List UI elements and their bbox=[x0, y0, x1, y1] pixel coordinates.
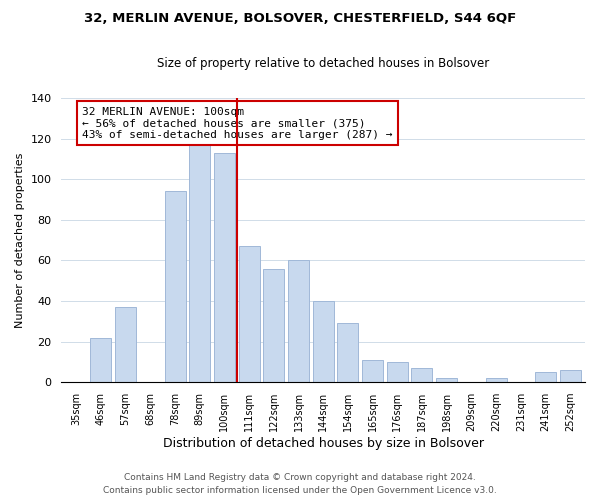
Bar bbox=[436, 378, 457, 382]
Text: Contains HM Land Registry data © Crown copyright and database right 2024.
Contai: Contains HM Land Registry data © Crown c… bbox=[103, 473, 497, 495]
Bar bbox=[214, 153, 235, 382]
Bar bbox=[387, 362, 408, 382]
Bar bbox=[362, 360, 383, 382]
Text: 32, MERLIN AVENUE, BOLSOVER, CHESTERFIELD, S44 6QF: 32, MERLIN AVENUE, BOLSOVER, CHESTERFIEL… bbox=[84, 12, 516, 26]
Bar bbox=[91, 338, 112, 382]
Bar bbox=[337, 324, 358, 382]
Bar bbox=[560, 370, 581, 382]
Bar bbox=[239, 246, 260, 382]
Bar bbox=[485, 378, 506, 382]
Title: Size of property relative to detached houses in Bolsover: Size of property relative to detached ho… bbox=[157, 58, 490, 70]
X-axis label: Distribution of detached houses by size in Bolsover: Distribution of detached houses by size … bbox=[163, 437, 484, 450]
Bar bbox=[412, 368, 433, 382]
Bar bbox=[535, 372, 556, 382]
Bar bbox=[288, 260, 309, 382]
Bar bbox=[313, 301, 334, 382]
Text: 32 MERLIN AVENUE: 100sqm
← 56% of detached houses are smaller (375)
43% of semi-: 32 MERLIN AVENUE: 100sqm ← 56% of detach… bbox=[82, 106, 393, 140]
Bar bbox=[164, 192, 185, 382]
Y-axis label: Number of detached properties: Number of detached properties bbox=[15, 152, 25, 328]
Bar bbox=[115, 307, 136, 382]
Bar bbox=[263, 268, 284, 382]
Bar bbox=[189, 142, 210, 382]
